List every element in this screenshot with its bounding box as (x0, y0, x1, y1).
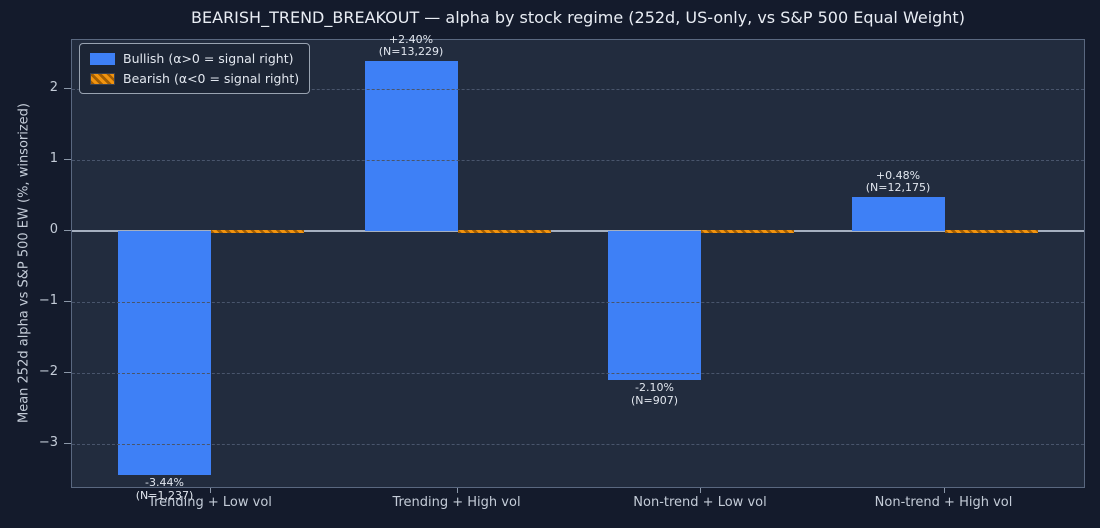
bar-bearish-nontrend-high-vol (944, 229, 1038, 233)
bar-value-label: +0.48% (875, 168, 921, 182)
bar-bullish-trending-low-vol (118, 231, 211, 476)
bar-bearish-nontrend-low-vol (701, 229, 794, 233)
y-tick-label: −2 (38, 364, 58, 379)
y-tick-mark (64, 229, 71, 231)
bullish-swatch-icon (90, 52, 115, 65)
x-tick-label-nontrend-low-vol: Non-trend + Low vol (633, 495, 767, 510)
zero-line (72, 230, 1084, 232)
bar-count-label: (N=907) (630, 393, 679, 407)
gridline (72, 159, 1084, 161)
y-tick-mark (64, 300, 71, 302)
bearish-swatch-icon (90, 72, 115, 85)
y-tick-label: 2 (49, 80, 58, 95)
x-tick-label-nontrend-high-vol: Non-trend + High vol (874, 495, 1013, 510)
x-tick-mark (456, 488, 458, 493)
legend-item-bullish: Bullish (α>0 = signal right) (90, 51, 299, 66)
x-tick-mark (210, 488, 211, 493)
bar-annotation-trending-low-vol: -3.44% (N=1,237) (136, 477, 194, 502)
bar-bearish-trending-high-vol (457, 229, 551, 233)
bar-annotation-trending-high-vol: +2.40% (N=13,229) (378, 32, 444, 59)
legend-label-bullish: Bullish (α>0 = signal right) (123, 51, 294, 66)
gridline (72, 372, 1084, 374)
bar-bullish-nontrend-low-vol (608, 231, 701, 381)
bar-count-label: (N=13,229) (378, 45, 444, 59)
y-tick-mark (64, 442, 71, 444)
bar-annotation-nontrend-low-vol: -2.10% (N=907) (631, 382, 678, 407)
y-tick-label: 0 (49, 222, 58, 237)
x-tick-mark (943, 488, 945, 493)
x-tick-mark (700, 488, 701, 493)
bar-count-label: (N=1,237) (135, 488, 194, 502)
chart-title: BEARISH_TREND_BREAKOUT — alpha by stock … (191, 8, 965, 27)
plot-area: -3.44% (N=1,237) +2.40% (N=13,229) -2.10… (71, 33, 1085, 501)
gridline (72, 88, 1084, 90)
y-tick-mark (64, 371, 71, 373)
x-tick-label-trending-high-vol: Trending + High vol (392, 495, 521, 510)
y-tick-label: −1 (38, 293, 58, 308)
bar-annotation-nontrend-high-vol: +0.48% (N=12,175) (865, 168, 931, 195)
y-tick-label: 1 (49, 151, 58, 166)
y-tick-label: −3 (38, 435, 58, 450)
bar-bullish-trending-high-vol (364, 60, 458, 231)
gridline (72, 443, 1084, 445)
bar-count-label: (N=12,175) (865, 181, 931, 195)
bar-bullish-nontrend-high-vol (851, 196, 945, 231)
x-tick-label-trending-low-vol: Trending + Low vol (148, 495, 272, 510)
gridline (72, 301, 1084, 303)
legend-item-bearish: Bearish (α<0 = signal right) (90, 71, 299, 86)
bar-value-label: +2.40% (388, 32, 434, 46)
legend: Bullish (α>0 = signal right) Bearish (α<… (79, 43, 311, 94)
y-tick-mark (64, 87, 71, 89)
bar-value-label: -3.44% (145, 476, 184, 490)
bar-value-label: -2.10% (635, 381, 674, 395)
y-tick-mark (64, 158, 71, 160)
bar-bearish-trending-low-vol (211, 229, 304, 233)
legend-label-bearish: Bearish (α<0 = signal right) (123, 71, 300, 86)
